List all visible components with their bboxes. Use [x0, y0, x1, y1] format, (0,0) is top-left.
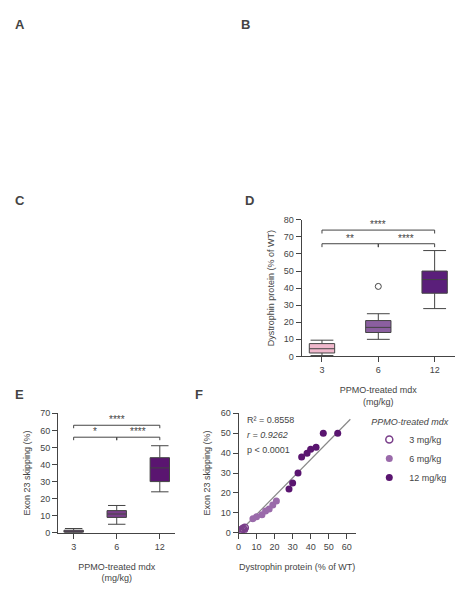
- svg-text:60: 60: [284, 249, 294, 259]
- svg-text:****: ****: [398, 233, 414, 244]
- svg-text:p < 0.0001: p < 0.0001: [247, 445, 290, 455]
- svg-text:E: E: [15, 387, 24, 402]
- svg-text:0: 0: [289, 352, 294, 362]
- svg-text:3 mg/kg: 3 mg/kg: [409, 435, 441, 445]
- svg-text:30: 30: [221, 468, 231, 478]
- svg-text:10: 10: [40, 511, 50, 521]
- svg-text:A: A: [15, 17, 25, 32]
- svg-text:10: 10: [284, 334, 294, 344]
- svg-text:Exon 23 skipping (%): Exon 23 skipping (%): [22, 431, 32, 516]
- svg-text:6: 6: [114, 542, 119, 552]
- svg-text:70: 70: [284, 232, 294, 242]
- svg-text:C: C: [15, 193, 25, 208]
- svg-text:30: 30: [288, 542, 298, 552]
- svg-text:10: 10: [252, 542, 262, 552]
- svg-text:40: 40: [284, 283, 294, 293]
- svg-text:0: 0: [45, 528, 50, 538]
- svg-text:12 mg/kg: 12 mg/kg: [409, 473, 446, 483]
- svg-text:40: 40: [40, 460, 50, 470]
- svg-text:60: 60: [221, 408, 231, 418]
- svg-text:20: 20: [284, 317, 294, 327]
- svg-text:Dystrophin protein (% of WT): Dystrophin protein (% of WT): [266, 230, 276, 346]
- svg-text:30: 30: [284, 300, 294, 310]
- svg-text:50: 50: [284, 266, 294, 276]
- svg-text:PPMO-treated mdx: PPMO-treated mdx: [371, 417, 449, 427]
- svg-text:R² = 0.8558: R² = 0.8558: [247, 415, 294, 425]
- svg-text:D: D: [245, 193, 254, 208]
- svg-text:50: 50: [40, 443, 50, 453]
- svg-text:80: 80: [284, 215, 294, 225]
- svg-text:50: 50: [324, 542, 334, 552]
- svg-text:****: ****: [370, 219, 386, 230]
- svg-text:6: 6: [376, 365, 381, 375]
- svg-text:Exon 23 skipping (%): Exon 23 skipping (%): [203, 431, 213, 516]
- svg-text:*: *: [93, 426, 97, 437]
- svg-text:60: 60: [342, 542, 352, 552]
- svg-text:20: 20: [221, 488, 231, 498]
- svg-text:0: 0: [226, 528, 231, 538]
- svg-text:60: 60: [40, 426, 50, 436]
- svg-text:30: 30: [40, 477, 50, 487]
- svg-text:0: 0: [236, 542, 241, 552]
- svg-text:B: B: [241, 17, 250, 32]
- svg-text:PPMO-treated mdx(mg/kg): PPMO-treated mdx(mg/kg): [340, 385, 418, 407]
- svg-text:40: 40: [221, 448, 231, 458]
- svg-text:12: 12: [430, 365, 440, 375]
- svg-text:50: 50: [221, 428, 231, 438]
- svg-text:****: ****: [109, 414, 125, 425]
- svg-text:10: 10: [221, 508, 231, 518]
- svg-text:****: ****: [130, 426, 146, 437]
- svg-text:70: 70: [40, 408, 50, 418]
- svg-text:Dystrophin protein (% of WT): Dystrophin protein (% of WT): [239, 562, 355, 572]
- svg-text:40: 40: [306, 542, 316, 552]
- svg-text:3: 3: [71, 542, 76, 552]
- svg-text:20: 20: [270, 542, 280, 552]
- svg-text:20: 20: [40, 494, 50, 504]
- svg-text:**: **: [346, 233, 354, 244]
- svg-text:r = 0.9262: r = 0.9262: [247, 430, 288, 440]
- svg-text:3: 3: [319, 365, 324, 375]
- svg-text:12: 12: [155, 542, 165, 552]
- svg-text:F: F: [195, 387, 203, 402]
- svg-text:PPMO-treated mdx(mg/kg): PPMO-treated mdx(mg/kg): [78, 562, 156, 584]
- svg-text:6 mg/kg: 6 mg/kg: [409, 454, 441, 464]
